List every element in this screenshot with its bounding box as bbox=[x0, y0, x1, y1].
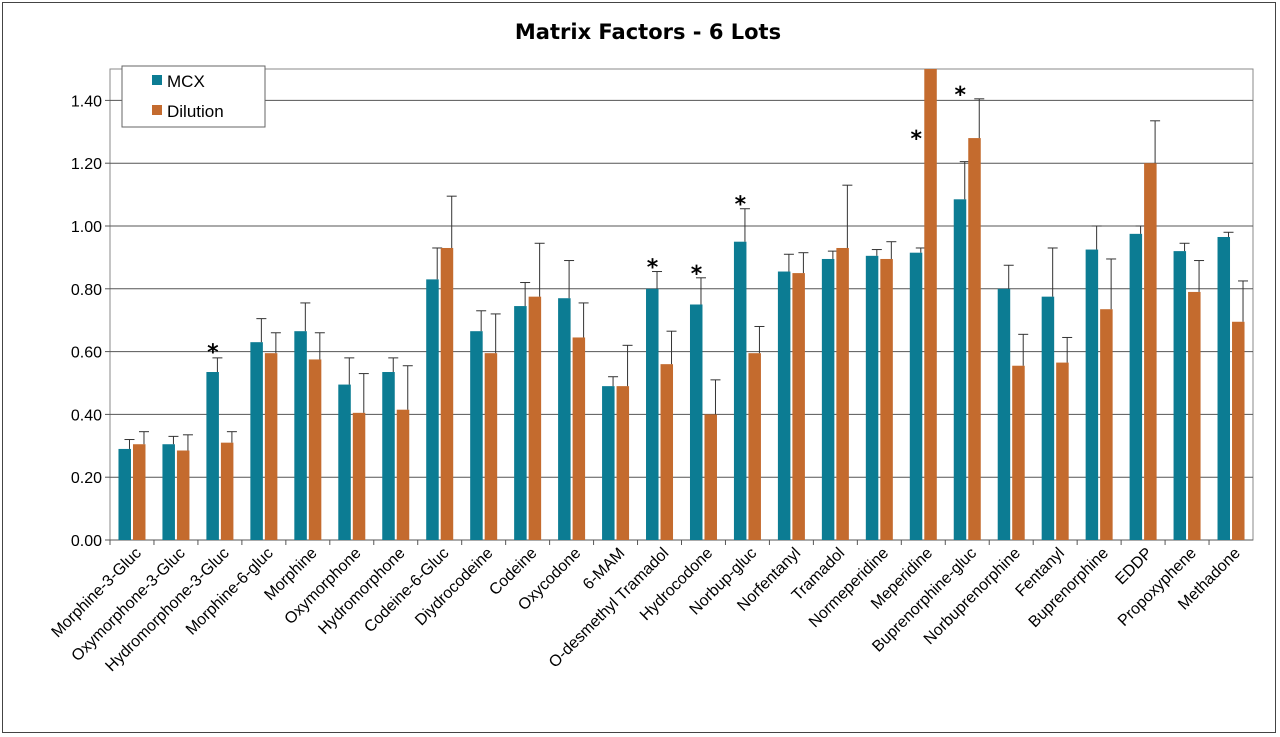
y-tick-label: 1.00 bbox=[71, 219, 102, 236]
bar-mcx bbox=[1085, 249, 1099, 541]
bar-dilution bbox=[264, 353, 278, 540]
category-label: Normeperidine bbox=[806, 545, 892, 631]
bar-dilution bbox=[220, 442, 234, 540]
bar-dilution bbox=[1100, 309, 1113, 540]
bar-mcx bbox=[250, 342, 263, 540]
y-tick-label: 0.00 bbox=[71, 533, 102, 550]
y-tick-label: 1.20 bbox=[71, 156, 102, 173]
y-tick-label: 1.40 bbox=[71, 93, 102, 110]
bar-mcx bbox=[953, 199, 967, 540]
legend-label-dilution: Dilution bbox=[167, 102, 224, 121]
category-label: Propoxyphene bbox=[1115, 545, 1200, 630]
bar-dilution bbox=[792, 273, 805, 540]
significance-marker: * bbox=[647, 256, 659, 281]
bar-dilution bbox=[1144, 163, 1157, 540]
y-tick-label: 0.60 bbox=[71, 345, 102, 362]
bar-mcx bbox=[558, 298, 571, 540]
bar-dilution bbox=[616, 386, 630, 540]
bar-dilution bbox=[352, 412, 366, 540]
chart-title: Matrix Factors - 6 Lots bbox=[515, 20, 781, 44]
bar-dilution bbox=[572, 337, 586, 540]
plot-area-border bbox=[109, 68, 1254, 541]
category-label: Buprenorphine bbox=[1026, 545, 1112, 631]
bar-dilution bbox=[660, 364, 674, 540]
bar-dilution bbox=[968, 138, 981, 540]
bar-mcx bbox=[1129, 233, 1143, 540]
category-label: Diydrocodeine bbox=[412, 545, 496, 629]
legend-swatch-dilution bbox=[152, 105, 162, 115]
bar-mcx bbox=[470, 331, 483, 540]
bar-mcx bbox=[206, 372, 219, 540]
bar-dilution bbox=[880, 258, 893, 540]
bar-dilution bbox=[176, 450, 190, 540]
legend-label-mcx: MCX bbox=[167, 72, 205, 91]
bar-dilution bbox=[1056, 362, 1069, 540]
bar-mcx bbox=[909, 252, 923, 540]
legend-box bbox=[121, 65, 266, 128]
bar-mcx bbox=[1217, 236, 1231, 541]
bar-mcx bbox=[777, 271, 791, 540]
y-tick-label: 0.40 bbox=[71, 407, 102, 424]
category-label: Oxymorphone bbox=[282, 545, 365, 628]
bar-dilution bbox=[836, 247, 849, 541]
bar-dilution bbox=[748, 353, 761, 540]
bar-dilution bbox=[1012, 365, 1025, 540]
bar-mcx bbox=[1041, 296, 1055, 540]
bar-dilution bbox=[704, 414, 717, 540]
legend-swatch-mcx bbox=[152, 75, 162, 85]
bar-dilution bbox=[132, 444, 146, 540]
bar-mcx bbox=[602, 386, 615, 540]
bar-dilution bbox=[396, 409, 410, 540]
bar-dilution bbox=[924, 69, 937, 540]
bar-mcx bbox=[997, 288, 1011, 540]
significance-marker: * bbox=[911, 127, 923, 152]
bar-mcx bbox=[514, 306, 527, 540]
bar-mcx bbox=[733, 241, 747, 540]
y-tick-label: 0.20 bbox=[71, 470, 102, 487]
bar-mcx bbox=[689, 304, 703, 540]
significance-marker: * bbox=[691, 262, 703, 287]
bar-mcx bbox=[382, 372, 395, 540]
category-label: EDDP bbox=[1112, 545, 1155, 588]
significance-marker: * bbox=[207, 340, 219, 365]
bar-dilution bbox=[1232, 321, 1245, 540]
bar-mcx bbox=[426, 279, 439, 540]
bar-mcx bbox=[821, 258, 835, 540]
bar-dilution bbox=[1188, 291, 1201, 540]
bar-dilution bbox=[484, 353, 498, 540]
bar-mcx bbox=[162, 444, 175, 540]
significance-marker: * bbox=[735, 193, 747, 218]
significance-marker: * bbox=[954, 83, 966, 108]
bar-mcx bbox=[118, 448, 131, 540]
bar-mcx bbox=[865, 255, 879, 540]
bar-mcx bbox=[294, 331, 307, 540]
bar-mcx bbox=[646, 288, 659, 540]
bar-mcx bbox=[338, 384, 351, 540]
bar-dilution bbox=[528, 296, 542, 540]
bar-mcx bbox=[1173, 251, 1187, 540]
bar-dilution bbox=[440, 247, 454, 541]
y-tick-label: 0.80 bbox=[71, 282, 102, 299]
bar-dilution bbox=[308, 359, 322, 540]
